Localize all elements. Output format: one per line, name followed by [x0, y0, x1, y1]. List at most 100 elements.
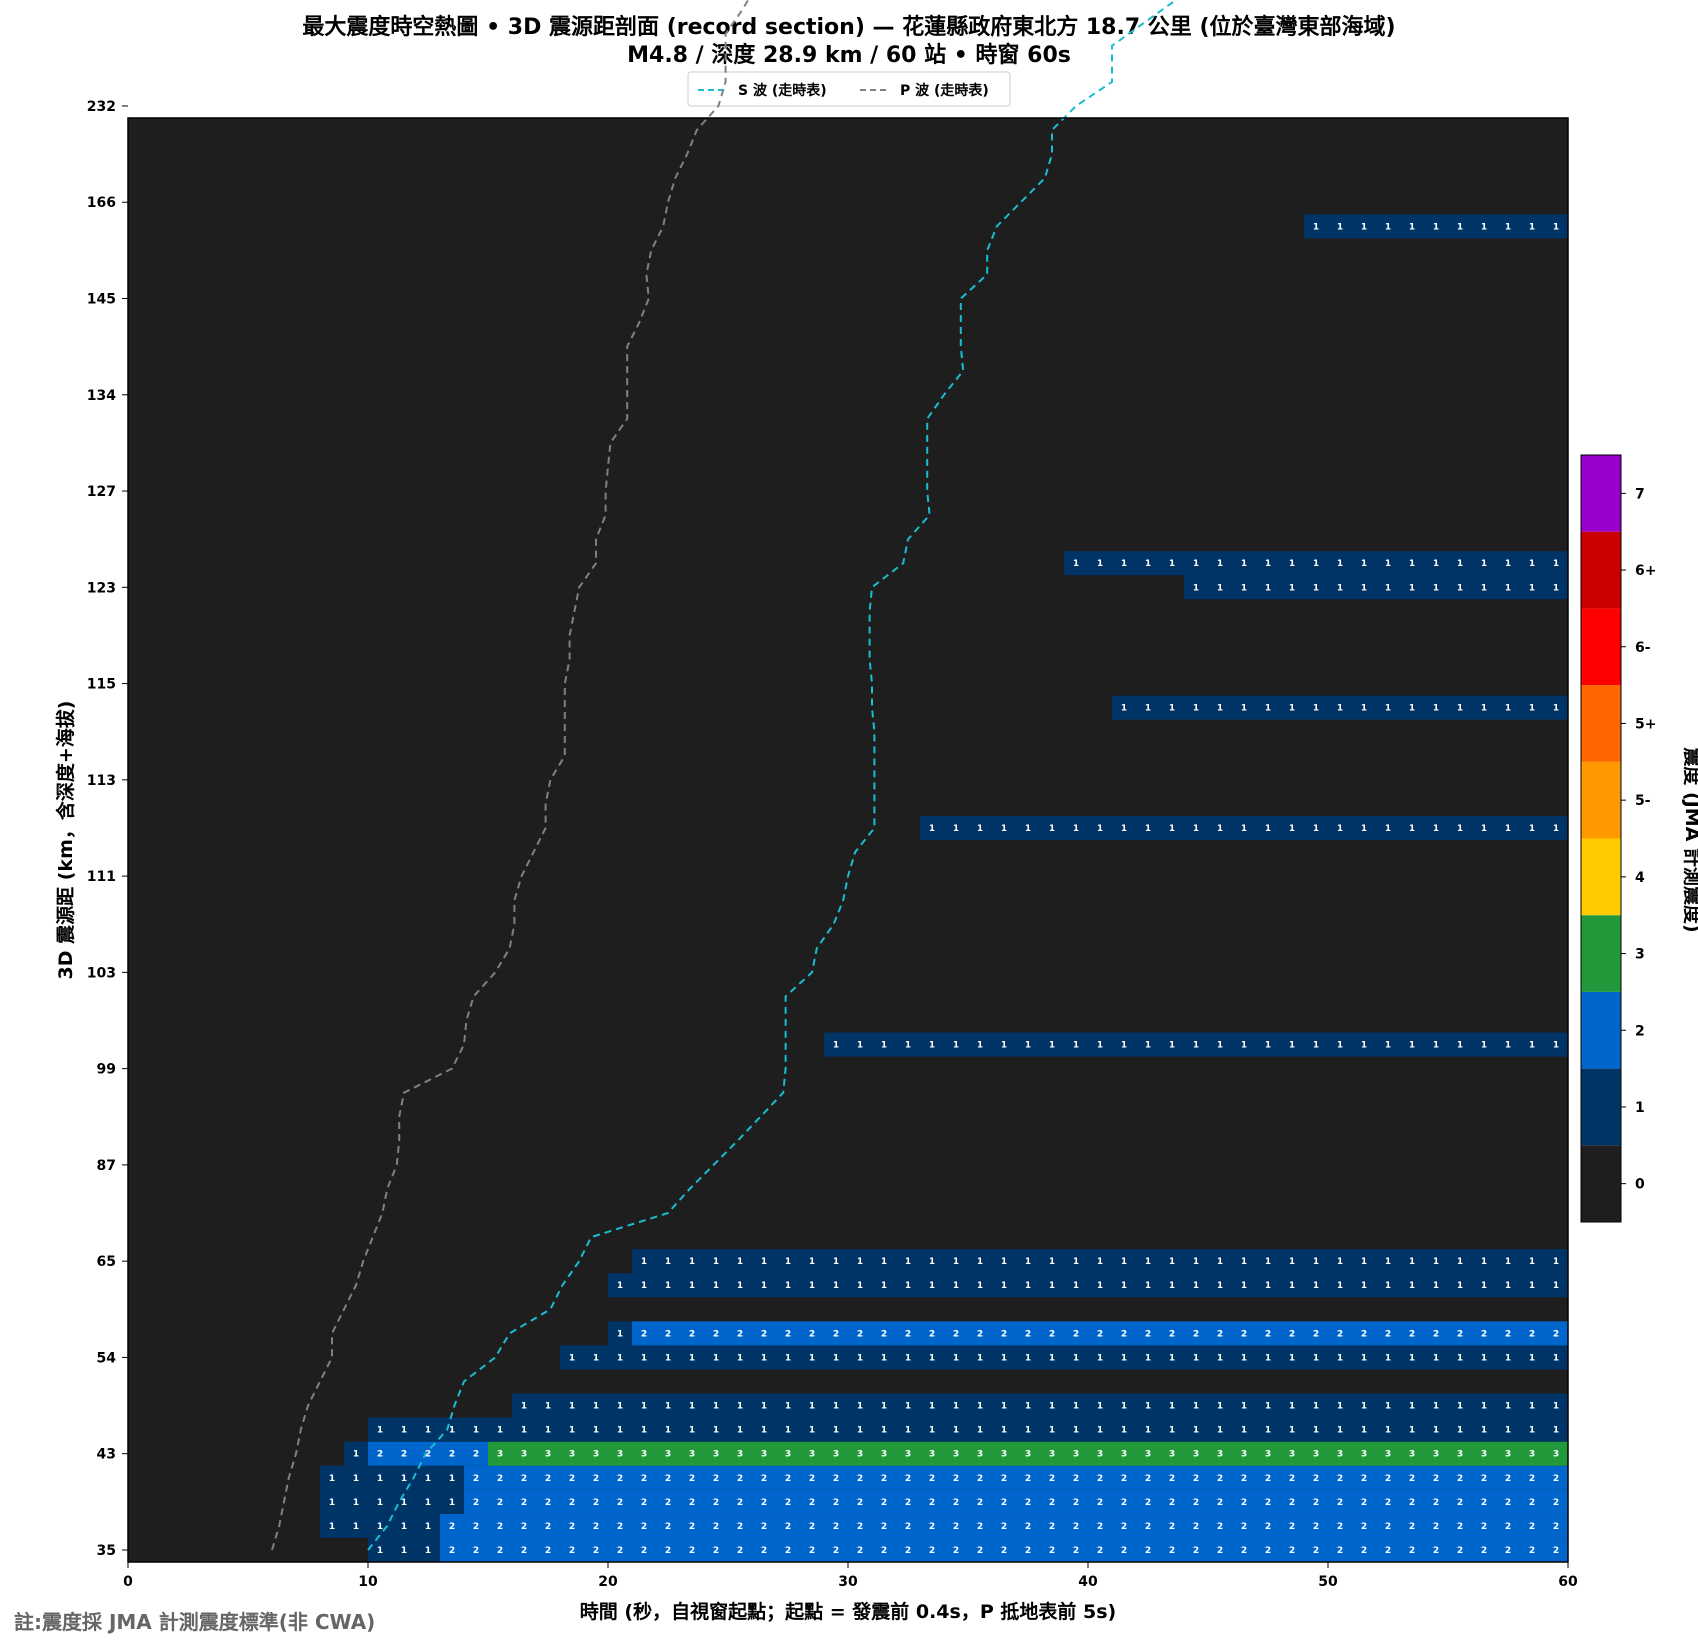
cell-value-label: 2 — [857, 1522, 863, 1532]
cell-value-label: 1 — [1505, 1402, 1511, 1412]
cell-value-label: 1 — [1385, 1257, 1391, 1267]
cell-value-label: 1 — [1169, 1353, 1175, 1363]
cell-value-label: 1 — [1193, 559, 1199, 569]
cell-value-label: 2 — [1193, 1522, 1199, 1532]
cell-value-label: 1 — [545, 1426, 551, 1436]
cell-value-label: 2 — [833, 1329, 839, 1339]
colorbar-segment — [1581, 455, 1621, 532]
cell-value-label: 1 — [737, 1353, 743, 1363]
cell-value-label: 1 — [785, 1402, 791, 1412]
cell-value-label: 1 — [1385, 1041, 1391, 1051]
heatmap-segment — [632, 1249, 1568, 1274]
heatmap-segment — [1304, 214, 1568, 239]
cell-value-label: 2 — [1241, 1329, 1247, 1339]
cell-value-label: 3 — [1457, 1450, 1463, 1460]
cell-value-label: 2 — [1361, 1522, 1367, 1532]
cell-value-label: 2 — [1025, 1498, 1031, 1508]
cell-value-label: 2 — [881, 1329, 887, 1339]
colorbar-tick-label: 4 — [1635, 870, 1645, 886]
cell-value-label: 1 — [1097, 1402, 1103, 1412]
cell-value-label: 1 — [1193, 824, 1199, 834]
cell-value-label: 2 — [833, 1498, 839, 1508]
cell-value-label: 2 — [1529, 1474, 1535, 1484]
cell-value-label: 2 — [929, 1546, 935, 1556]
cell-value-label: 2 — [1097, 1498, 1103, 1508]
cell-value-label: 1 — [1553, 222, 1559, 232]
cell-value-label: 2 — [1121, 1329, 1127, 1339]
cell-value-label: 1 — [1337, 824, 1343, 834]
cell-value-label: 2 — [593, 1546, 599, 1556]
cell-value-label: 2 — [1529, 1329, 1535, 1339]
cell-value-label: 2 — [1169, 1498, 1175, 1508]
colorbar-segment — [1581, 761, 1621, 839]
cell-value-label: 1 — [1217, 1257, 1223, 1267]
cell-value-label: 1 — [857, 1353, 863, 1363]
cell-value-label: 1 — [1457, 1281, 1463, 1291]
cell-value-label: 2 — [689, 1329, 695, 1339]
cell-value-label: 1 — [1241, 1041, 1247, 1051]
heatmap-segment — [440, 1513, 1568, 1538]
cell-value-label: 1 — [1025, 824, 1031, 834]
cell-value-label: 1 — [1385, 824, 1391, 834]
cell-value-label: 1 — [1073, 1426, 1079, 1436]
cell-value-label: 2 — [1193, 1498, 1199, 1508]
cell-value-label: 3 — [1505, 1450, 1511, 1460]
y-axis: 35 43 54 65 87 99 103 111 113 115 123 127 134 145 166 2… — [87, 99, 128, 1559]
cell-value-label: 1 — [1265, 1257, 1271, 1267]
heatmap-segment — [440, 1537, 1568, 1562]
cell-value-label: 2 — [569, 1522, 575, 1532]
colorbar-segment — [1581, 1145, 1621, 1222]
cell-value-label: 1 — [1409, 1041, 1415, 1051]
cell-value-label: 2 — [1145, 1498, 1151, 1508]
cell-value-label: 1 — [1337, 704, 1343, 714]
cell-value-label: 3 — [1193, 1450, 1199, 1460]
cell-value-label: 2 — [1265, 1522, 1271, 1532]
cell-value-label: 2 — [1385, 1546, 1391, 1556]
cell-value-label: 2 — [617, 1522, 623, 1532]
cell-value-label: 1 — [1241, 1281, 1247, 1291]
cell-value-label: 2 — [881, 1498, 887, 1508]
cell-value-label: 1 — [1001, 1353, 1007, 1363]
colorbar-tick-label: 1 — [1635, 1100, 1645, 1116]
p-wave-curve — [271, 0, 750, 1551]
cell-value-label: 1 — [1121, 704, 1127, 714]
x-axis: 0 10 20 30 40 50 60 — [123, 1562, 1578, 1590]
heatmap-segment — [608, 1321, 632, 1346]
cell-value-label: 1 — [401, 1498, 407, 1508]
cell-value-label: 2 — [665, 1498, 671, 1508]
cell-value-label: 3 — [905, 1450, 911, 1460]
cell-value-label: 2 — [1313, 1498, 1319, 1508]
cell-value-label: 1 — [1217, 1041, 1223, 1051]
cell-value-label: 1 — [1505, 824, 1511, 834]
cell-value-label: 1 — [1457, 1041, 1463, 1051]
cell-value-label: 1 — [1193, 583, 1199, 593]
cell-value-label: 3 — [1409, 1450, 1415, 1460]
cell-value-label: 1 — [833, 1402, 839, 1412]
cell-value-label: 1 — [1457, 1353, 1463, 1363]
cell-value-label: 1 — [809, 1353, 815, 1363]
cell-value-label: 1 — [1025, 1426, 1031, 1436]
cell-value-label: 1 — [1385, 704, 1391, 714]
cell-value-label: 1 — [1433, 1402, 1439, 1412]
cell-value-label: 1 — [1433, 1353, 1439, 1363]
cell-value-label: 1 — [1145, 1402, 1151, 1412]
cell-value-label: 3 — [1049, 1450, 1055, 1460]
cell-value-label: 1 — [1313, 1041, 1319, 1051]
cell-value-label: 2 — [1481, 1329, 1487, 1339]
s-wave-curve — [367, 0, 1178, 1551]
cell-value-label: 2 — [449, 1522, 455, 1532]
cell-value-label: 1 — [1433, 704, 1439, 714]
cell-value-label: 3 — [833, 1450, 839, 1460]
cell-value-label: 3 — [1361, 1450, 1367, 1460]
cell-value-label: 3 — [785, 1450, 791, 1460]
cell-value-label: 2 — [1337, 1498, 1343, 1508]
cell-value-label: 1 — [1241, 1353, 1247, 1363]
cell-value-label: 2 — [1529, 1546, 1535, 1556]
cell-value-label: 1 — [1409, 1257, 1415, 1267]
cell-value-label: 2 — [881, 1522, 887, 1532]
cell-value-label: 1 — [1265, 1041, 1271, 1051]
cell-value-label: 1 — [1409, 1426, 1415, 1436]
cell-value-label: 1 — [1361, 583, 1367, 593]
cell-value-label: 1 — [1169, 1041, 1175, 1051]
